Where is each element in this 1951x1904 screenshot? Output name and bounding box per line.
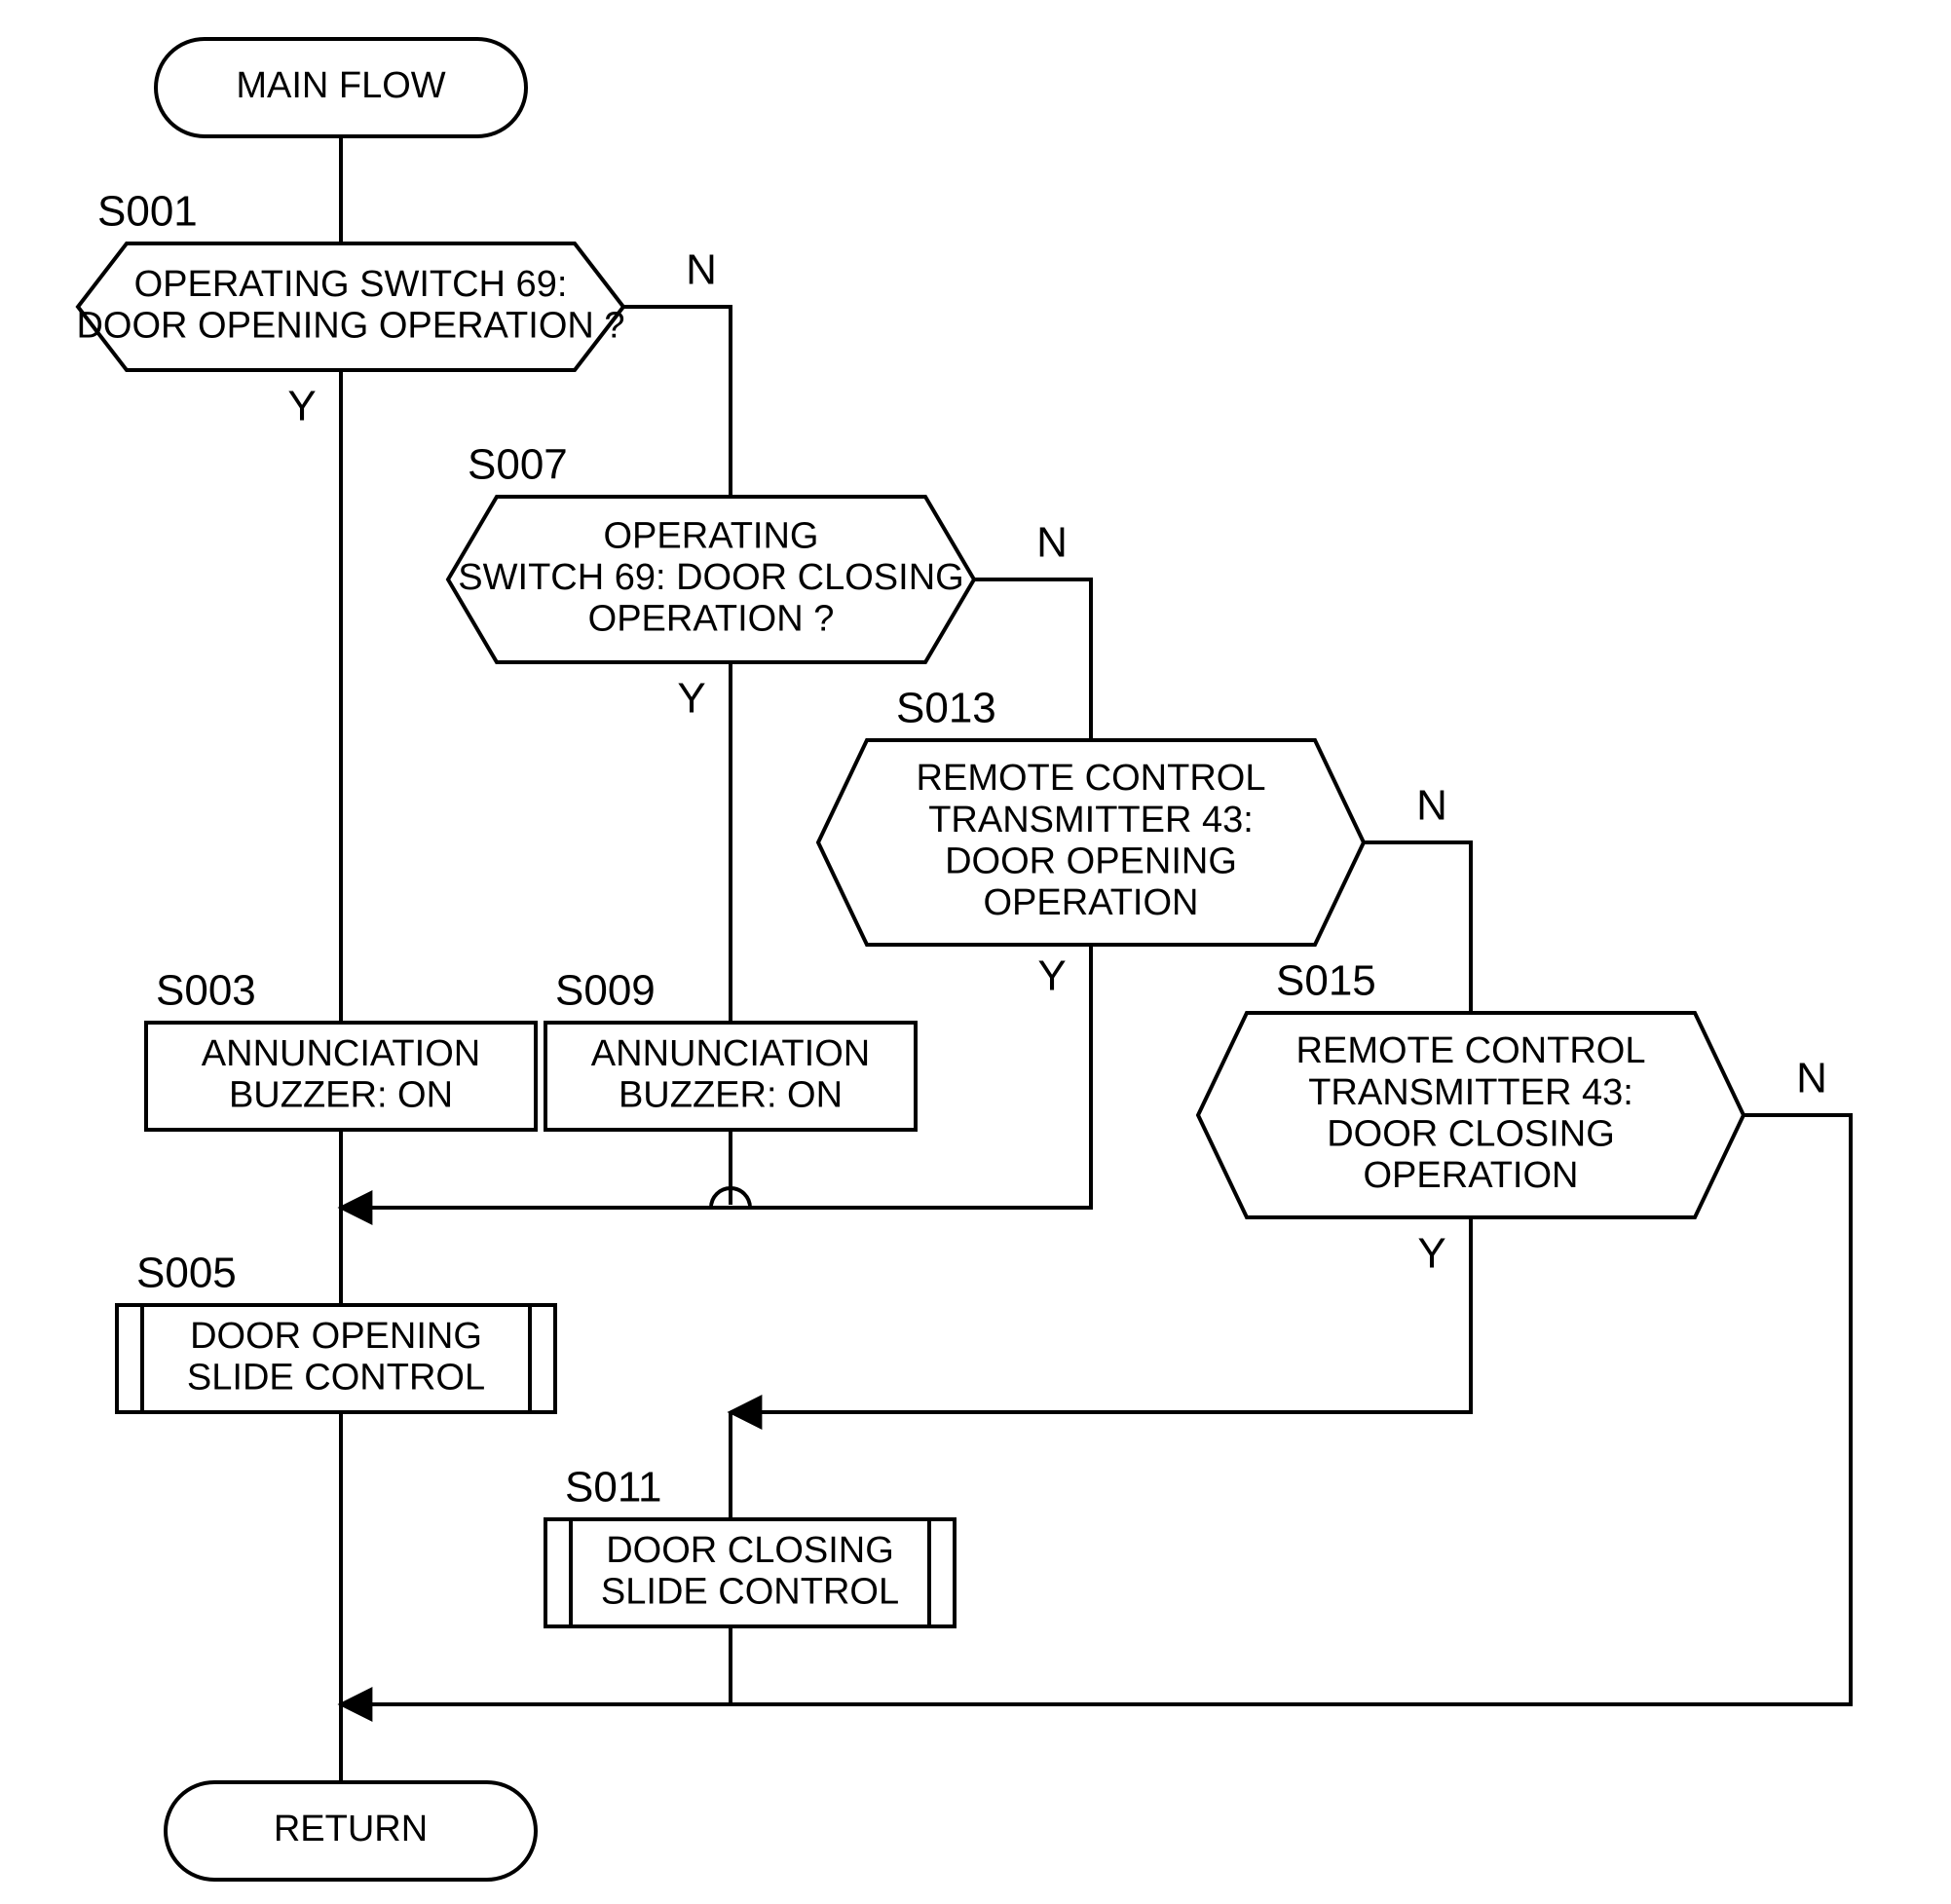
node-text: BUZZER: ON xyxy=(619,1074,843,1115)
branch-label: Y xyxy=(1417,1230,1445,1278)
node-text: MAIN FLOW xyxy=(236,65,445,106)
node-text: ANNUNCIATION xyxy=(202,1033,480,1074)
branch-label: N xyxy=(1036,519,1068,567)
node-text: DOOR CLOSING xyxy=(1327,1113,1615,1154)
node-text: BUZZER: ON xyxy=(229,1074,453,1115)
step-label: S005 xyxy=(136,1250,237,1297)
branch-label: N xyxy=(686,246,717,294)
node-text: SLIDE CONTROL xyxy=(187,1357,485,1398)
node-text: SWITCH 69: DOOR CLOSING xyxy=(458,557,963,598)
step-label: S013 xyxy=(896,685,996,732)
branch-label: Y xyxy=(1037,952,1066,1000)
branch-label: Y xyxy=(677,675,705,723)
flowchart-canvas: YNYNYNYNMAIN FLOWOPERATING SWITCH 69:DOO… xyxy=(0,0,1951,1904)
node-text: TRANSMITTER 43: xyxy=(928,800,1254,840)
node-text: DOOR CLOSING xyxy=(606,1530,894,1571)
step-label: S015 xyxy=(1276,957,1376,1005)
branch-label: Y xyxy=(287,383,316,430)
node-return: RETURN xyxy=(166,1782,536,1880)
node-text: ANNUNCIATION xyxy=(591,1033,870,1074)
step-label: S003 xyxy=(156,967,256,1015)
step-label: S001 xyxy=(97,188,198,236)
node-text: OPERATING xyxy=(604,515,819,556)
step-label: S007 xyxy=(468,441,568,489)
node-text: OPERATING SWITCH 69: xyxy=(134,264,568,305)
step-label: S009 xyxy=(555,967,656,1015)
branch-label: N xyxy=(1796,1055,1827,1102)
node-text: OPERATION ? xyxy=(588,599,835,640)
node-text: OPERATION xyxy=(984,882,1199,923)
node-text: RETURN xyxy=(274,1809,428,1849)
node-start: MAIN FLOW xyxy=(156,39,526,136)
branch-label: N xyxy=(1416,782,1447,830)
node-text: DOOR OPENING OPERATION ? xyxy=(76,305,624,346)
node-text: DOOR OPENING xyxy=(190,1316,482,1357)
node-text: OPERATION xyxy=(1364,1155,1579,1196)
node-text: REMOTE CONTROL xyxy=(1296,1030,1646,1071)
node-text: SLIDE CONTROL xyxy=(601,1571,899,1612)
node-text: DOOR OPENING xyxy=(945,840,1237,881)
node-text: TRANSMITTER 43: xyxy=(1308,1072,1633,1113)
step-label: S011 xyxy=(565,1464,662,1512)
node-text: REMOTE CONTROL xyxy=(917,758,1266,799)
